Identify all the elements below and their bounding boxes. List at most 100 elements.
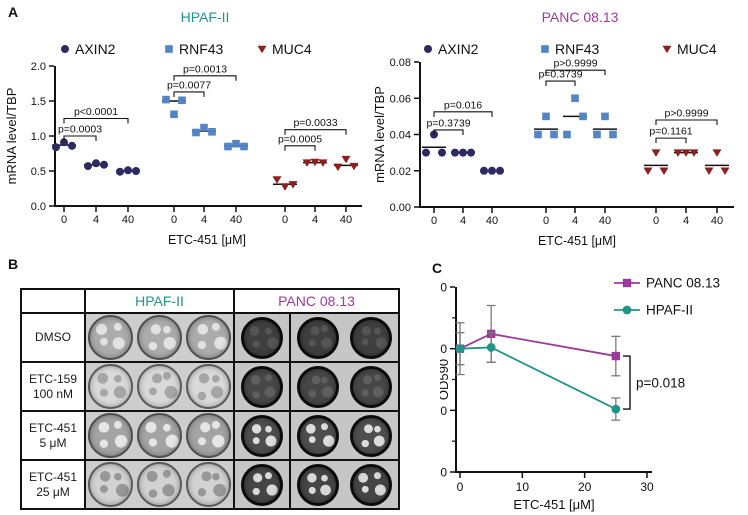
condition-label: ETC-451 5 μM (20, 410, 86, 461)
well-slot (235, 314, 291, 361)
significance-bracket (63, 117, 129, 124)
significance-bracket (655, 137, 687, 144)
data-point-axin2 (60, 138, 68, 147)
data-point-axin2 (124, 166, 132, 175)
x-tick-label: 4 (572, 215, 578, 227)
well-image-cell-hpaf (84, 361, 235, 412)
data-point-rnf43 (534, 130, 542, 139)
well-slot (86, 412, 135, 459)
x-tick-label: 20 (578, 480, 592, 494)
p-value-label: p>0.9999 (553, 58, 597, 70)
significance-bracket (545, 69, 606, 76)
well-image (186, 315, 231, 360)
data-point-muc4 (280, 183, 290, 191)
x-axis-title: ETC-451 [μM] (168, 233, 246, 247)
x-tick-label: 4 (460, 215, 466, 227)
significance-bracket (655, 119, 718, 125)
well-slot (86, 461, 135, 508)
p-value-label: p=0.016 (444, 99, 482, 111)
legend-marker-muc4 (662, 45, 672, 54)
p-value-label: p=0.3739 (426, 117, 470, 129)
x-tick-label: 0 (653, 215, 659, 227)
table-header-row: HPAF-II PANC 08.13 (20, 288, 400, 314)
x-tick-label: 40 (486, 215, 498, 227)
well-image (186, 364, 231, 409)
data-point-muc4 (720, 167, 730, 176)
legend-label-hpaf: HPAF-II (646, 303, 693, 318)
x-tick-label: 4 (93, 214, 99, 226)
well-image (350, 365, 393, 408)
significance-bracket (173, 75, 237, 81)
well-image-cell-hpaf (84, 410, 235, 461)
data-point-axin2 (132, 167, 140, 175)
x-axis-title: ETC-451 [μM] (538, 234, 616, 248)
y-tick-label: 0.0 (31, 201, 46, 213)
data-point-hpaf (486, 343, 496, 352)
well-image (137, 364, 182, 409)
data-point-muc4 (310, 158, 320, 167)
p-value-label: p=0.0033 (293, 117, 337, 129)
well-strip (86, 314, 233, 361)
x-tick-label: 10 (516, 480, 530, 494)
legend-label-rnf43: RNF43 (179, 41, 224, 57)
series-line-hpaf (459, 346, 617, 410)
well-image-cell-panc (233, 459, 400, 510)
well-image (137, 462, 182, 507)
well-slot (184, 363, 233, 410)
y-tick-label: 2.0 (31, 61, 46, 73)
well-slot (135, 461, 184, 508)
data-point-muc4 (681, 149, 691, 157)
well-strip (235, 461, 398, 508)
well-image-cell-hpaf (84, 312, 235, 363)
legend-label-muc4: MUC4 (677, 41, 717, 57)
well-slot (184, 314, 233, 361)
well-image-cell-panc (233, 410, 400, 461)
y-tick-label: 1.0 (31, 131, 46, 143)
well-image-cell-panc (233, 361, 400, 412)
well-slot (235, 461, 291, 508)
data-point-panc (611, 351, 621, 361)
data-point-axin2 (438, 148, 446, 157)
x-tick-label: 40 (230, 214, 242, 226)
x-tick-label: 40 (711, 215, 723, 227)
y-tick-label: 0 (440, 466, 447, 480)
well-image-cell-panc (233, 312, 400, 363)
well-slot (291, 314, 345, 361)
well-strip (86, 461, 233, 508)
data-point-rnf43 (224, 142, 232, 151)
well-image (88, 413, 133, 458)
data-point-rnf43 (240, 142, 248, 151)
y-axis-title: OD590 (440, 359, 451, 400)
y-tick-label: 0.06 (390, 93, 411, 105)
p-value-label: p=0.0013 (183, 63, 227, 75)
significance-bracket (173, 91, 205, 97)
x-tick-label: 30 (640, 480, 654, 494)
panel-b-letter: B (8, 256, 19, 272)
x-tick-label: 40 (599, 215, 611, 227)
data-point-muc4 (643, 167, 653, 176)
column-header-hpaf: HPAF-II (84, 288, 235, 314)
well-slot (86, 363, 135, 410)
well-slot (291, 363, 345, 410)
data-point-muc4 (704, 167, 714, 176)
y-tick-label: 0.5 (31, 166, 46, 178)
x-tick-label: 4 (683, 215, 689, 227)
x-tick-label: 4 (201, 214, 207, 226)
data-point-muc4 (673, 149, 683, 157)
legend-label-axin2: AXIN2 (75, 41, 116, 57)
y-tick-label: 0.04 (390, 130, 411, 142)
data-point-axin2 (52, 143, 60, 152)
p-value-label: p=0.0003 (58, 124, 102, 136)
data-point-rnf43 (571, 94, 579, 103)
data-point-muc4 (651, 149, 661, 157)
data-point-rnf43 (162, 95, 170, 104)
chart-title: HPAF-II (181, 9, 230, 25)
well-image (88, 364, 133, 409)
panc-qpcr-chart: PANC 08.13 AXIN2 RNF43 MUC4 0.00 0.02 0.04 0.06… (372, 0, 748, 252)
data-point-rnf43 (542, 112, 550, 121)
p-value-label: p=0.1161 (649, 126, 692, 138)
p-value-label: p=0.0077 (167, 79, 211, 91)
well-image (240, 463, 283, 506)
